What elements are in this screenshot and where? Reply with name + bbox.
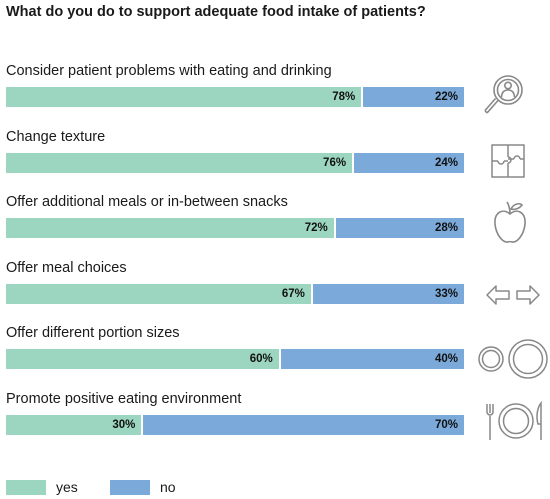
bar-no bbox=[143, 415, 464, 435]
bar-no bbox=[354, 153, 464, 173]
bar-value-label: 67% bbox=[281, 288, 305, 300]
bar-no bbox=[363, 87, 464, 107]
category-label: Offer meal choices bbox=[6, 260, 127, 276]
bar-yes bbox=[6, 415, 142, 435]
legend-swatch-no bbox=[110, 480, 150, 495]
bar-value-label: 22% bbox=[434, 91, 458, 103]
bar-no bbox=[312, 284, 464, 304]
category-label: Consider patient problems with eating an… bbox=[6, 63, 332, 79]
magnifier-person-icon bbox=[482, 70, 528, 120]
bar-no bbox=[335, 218, 464, 238]
legend-label-yes: yes bbox=[56, 479, 78, 495]
bar-value-label: 30% bbox=[112, 419, 136, 431]
bar-value-label: 40% bbox=[434, 353, 458, 365]
category-label: Change texture bbox=[6, 129, 106, 145]
category-label: Offer additional meals or in-between sna… bbox=[6, 194, 288, 210]
puzzle-icon bbox=[490, 142, 526, 180]
bar-value-label: 28% bbox=[434, 222, 458, 234]
plates-icon bbox=[476, 336, 550, 382]
left-right-arrows-icon bbox=[485, 283, 541, 307]
bar-no bbox=[280, 349, 464, 369]
bar-yes bbox=[6, 87, 362, 107]
category-label: Promote positive eating environment bbox=[6, 391, 242, 407]
bar-yes bbox=[6, 218, 334, 238]
bar-value-label: 33% bbox=[434, 288, 458, 300]
legend-swatch-yes bbox=[6, 480, 46, 495]
apple-icon bbox=[492, 200, 528, 246]
bar-value-label: 70% bbox=[434, 419, 458, 431]
chart-title: What do you do to support adequate food … bbox=[6, 4, 426, 20]
bar-value-label: 78% bbox=[332, 91, 356, 103]
bar-yes bbox=[6, 284, 311, 304]
place-setting-icon bbox=[483, 396, 549, 446]
bar-yes bbox=[6, 153, 353, 173]
bar-value-label: 76% bbox=[323, 157, 347, 169]
bar-yes bbox=[6, 349, 279, 369]
bar-value-label: 60% bbox=[249, 353, 273, 365]
bar-value-label: 72% bbox=[304, 222, 328, 234]
category-label: Offer different portion sizes bbox=[6, 325, 180, 341]
bar-value-label: 24% bbox=[434, 157, 458, 169]
legend-label-no: no bbox=[160, 479, 176, 495]
